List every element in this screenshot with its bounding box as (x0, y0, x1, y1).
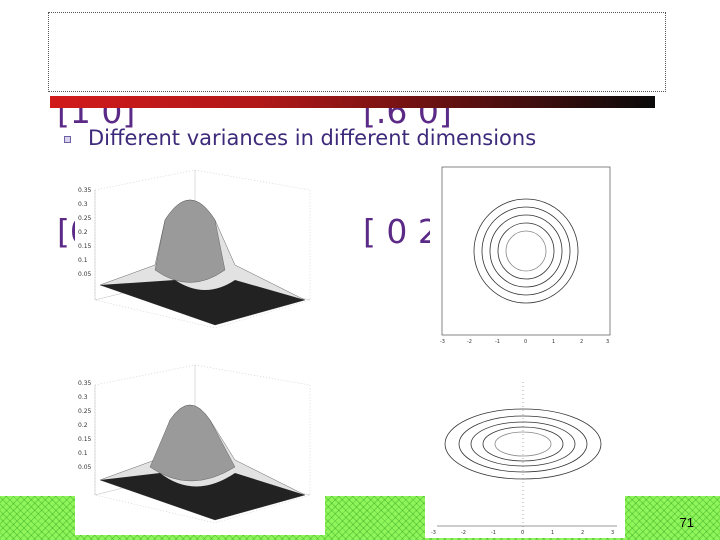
z-tick: 0.35 (78, 187, 92, 194)
x-tick: 3 (606, 339, 609, 345)
x-tick: 0 (524, 339, 527, 345)
x-tick: -3 (440, 339, 445, 345)
surface-mesh (99, 404, 306, 521)
x-tick: 1 (552, 339, 555, 345)
x-tick: 1 (551, 530, 554, 536)
z-tick: 0.1 (78, 257, 88, 264)
x-tick: 2 (580, 339, 583, 345)
z-tick: 0.05 (78, 464, 92, 471)
z-tick: 0.35 (78, 380, 92, 387)
x-tick: -2 (467, 339, 472, 345)
contour-ellipses (444, 408, 602, 480)
surface-plot-top: 0.35 0.3 0.25 0.2 0.15 0.1 0.05 (75, 160, 325, 340)
z-tick: 0.25 (78, 408, 92, 415)
x-tick: 2 (581, 530, 584, 536)
z-tick: 0.1 (78, 450, 88, 457)
page-number: 71 (679, 515, 694, 530)
z-tick: 0.3 (78, 394, 88, 401)
z-tick: 0.2 (78, 229, 88, 236)
contour-rings (473, 198, 579, 304)
contour-plot-top: -3 -2 -1 0 1 2 3 (430, 163, 615, 345)
bullet-marker (64, 136, 71, 143)
contour-plot-bottom: -3 -2 -1 0 1 2 3 (425, 372, 625, 538)
x-tick: -2 (461, 530, 466, 536)
title-frame (48, 12, 666, 92)
x-tick-labels: -3 -2 -1 0 1 2 3 (440, 339, 609, 345)
x-tick: 3 (611, 530, 614, 536)
z-tick: 0.3 (78, 201, 88, 208)
z-tick: 0.15 (78, 436, 92, 443)
x-tick: -3 (431, 530, 436, 536)
z-tick: 0.25 (78, 215, 92, 222)
z-tick: 0.15 (78, 243, 92, 250)
x-tick: 0 (521, 530, 524, 536)
bullet-text: Different variances in different dimensi… (88, 126, 537, 150)
z-tick: 0.2 (78, 422, 88, 429)
x-tick: -1 (491, 530, 496, 536)
z-tick-labels: 0.35 0.3 0.25 0.2 0.15 0.1 0.05 (78, 187, 92, 278)
z-tick-labels: 0.35 0.3 0.25 0.2 0.15 0.1 0.05 (78, 380, 92, 471)
title-underline-bar (50, 96, 655, 108)
surface-plot-bottom: 0.35 0.3 0.25 0.2 0.15 0.1 0.05 (75, 355, 325, 535)
z-tick: 0.05 (78, 271, 92, 278)
x-tick: -1 (495, 339, 500, 345)
x-tick-labels: -3 -2 -1 0 1 2 3 (431, 530, 614, 536)
surface-mesh (99, 200, 306, 326)
plot-frame (441, 166, 611, 336)
